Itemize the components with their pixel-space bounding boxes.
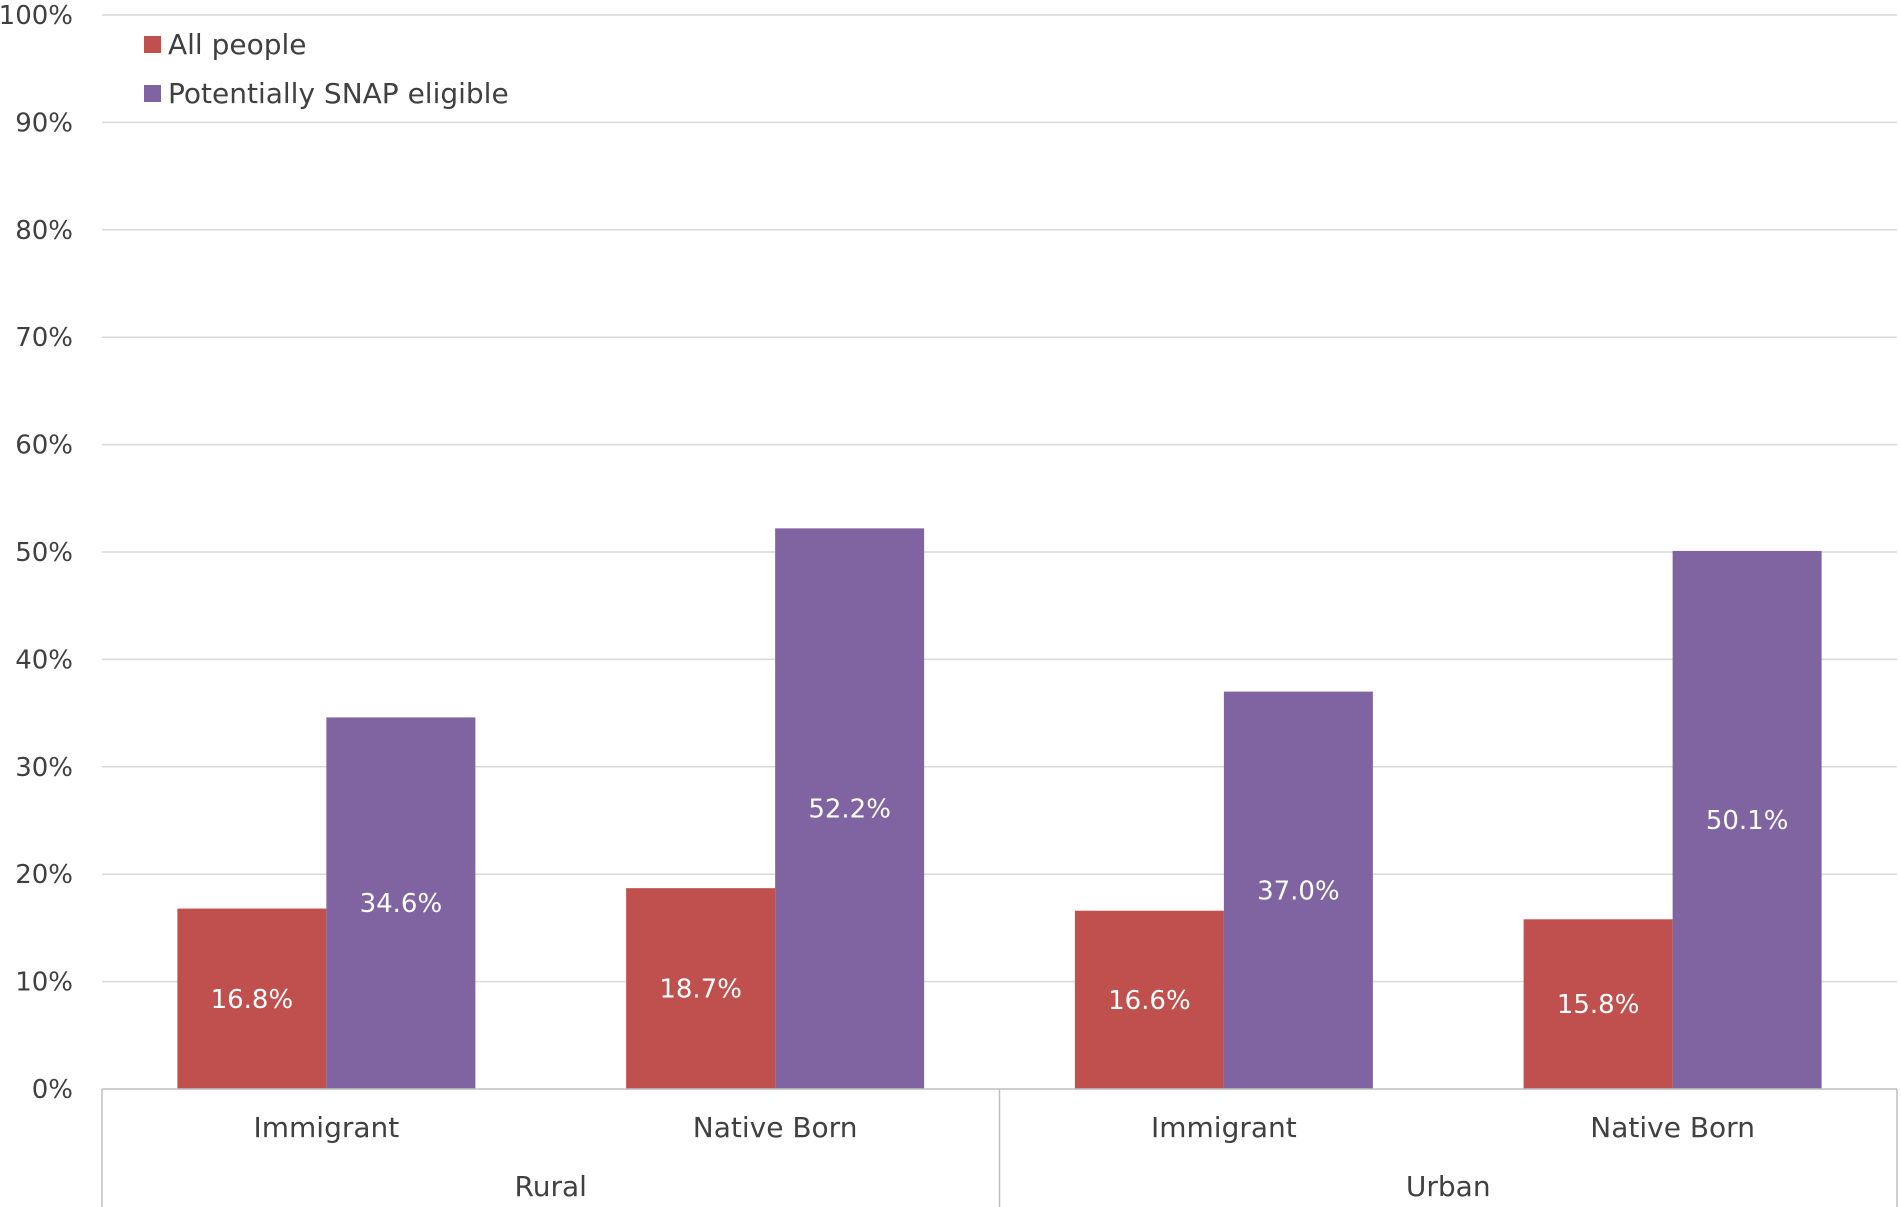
data-label: 50.1% <box>1706 806 1789 836</box>
y-tick-label: 80% <box>15 216 73 246</box>
data-label: 15.8% <box>1557 990 1640 1020</box>
data-label: 52.2% <box>808 795 891 825</box>
x-category-label: Immigrant <box>1151 1111 1297 1144</box>
data-label: 16.8% <box>211 985 294 1015</box>
y-tick-label: 20% <box>15 860 73 890</box>
y-tick-label: 10% <box>15 968 73 998</box>
data-label: 18.7% <box>659 975 742 1005</box>
legend-swatch <box>144 85 161 102</box>
y-tick-label: 0% <box>32 1075 73 1105</box>
x-category-label: Native Born <box>1590 1111 1755 1144</box>
legend: All people Potentially SNAP eligible <box>144 28 509 110</box>
y-tick-label: 60% <box>15 431 73 461</box>
x-axis: Immigrant Native Born Immigrant Native Born… <box>101 1088 1898 1207</box>
x-group-label: Rural <box>515 1170 587 1203</box>
bar <box>177 908 327 1089</box>
y-tick-label: 30% <box>15 753 73 783</box>
x-category-label: Native Born <box>693 1111 858 1144</box>
bar <box>626 888 776 1089</box>
legend-label: All people <box>168 28 307 61</box>
data-labels: 16.8% 18.7% 16.6% 15.8% 34.6% 52.2% 37.0% 50.1% <box>211 795 1789 1020</box>
bar <box>326 717 476 1089</box>
bar <box>1523 919 1673 1089</box>
bar <box>775 528 925 1089</box>
x-group-label: Urban <box>1406 1170 1491 1203</box>
legend-label: Potentially SNAP eligible <box>168 77 509 110</box>
bar <box>1223 691 1373 1089</box>
y-tick-label: 90% <box>15 108 73 138</box>
bar <box>1672 550 1822 1089</box>
y-tick-label: 70% <box>15 323 73 353</box>
y-axis-tick-labels: 0% 10% 20% 30% 40% 50% 60% 70% 80% 90% 100% <box>0 1 73 1105</box>
bars <box>177 528 1822 1089</box>
y-tick-label: 40% <box>15 645 73 675</box>
y-tick-label: 100% <box>0 1 73 31</box>
x-category-label: Immigrant <box>253 1111 399 1144</box>
data-label: 37.0% <box>1257 876 1340 906</box>
bar <box>1074 910 1224 1089</box>
legend-swatch <box>144 36 161 53</box>
data-label: 16.6% <box>1108 986 1191 1016</box>
y-tick-label: 50% <box>15 538 73 568</box>
data-label: 34.6% <box>360 889 443 919</box>
